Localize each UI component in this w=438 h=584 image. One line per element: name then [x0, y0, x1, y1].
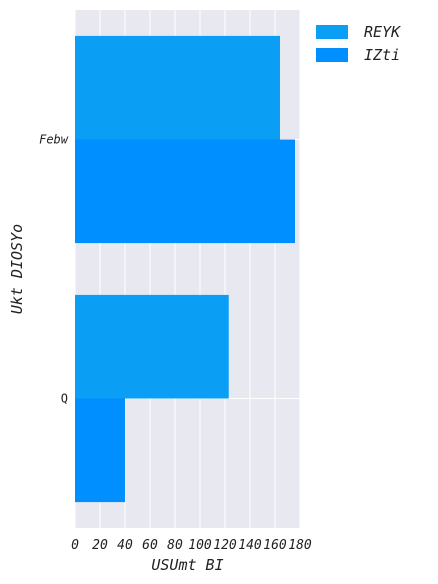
x-tick-label: 120	[213, 538, 237, 553]
x-tick-label: 20	[92, 538, 108, 553]
bar-reyk-q	[75, 294, 229, 399]
x-tick-label: 40	[117, 538, 133, 553]
bar-reyk-febw	[75, 35, 280, 140]
x-tick-labels: 0 20 40 60 80 100 120 140 160 180	[71, 538, 312, 553]
x-tick-label: 0	[71, 538, 79, 553]
x-tick-label: 80	[167, 538, 183, 553]
x-tick-label: 100	[188, 538, 212, 553]
x-tick-label: 140	[238, 538, 262, 553]
legend-label-reyk: REYK	[364, 23, 401, 41]
legend-swatch-reyk	[316, 25, 348, 39]
y-tick-labels: Febw Q	[39, 133, 69, 406]
y-axis-title: Ukt DIOSYo	[8, 224, 26, 314]
legend-label-izti: IZti	[364, 46, 400, 64]
x-tick-label: 180	[288, 538, 312, 553]
x-tick-label: 60	[142, 538, 158, 553]
y-tick-label: Q	[61, 392, 68, 406]
bars	[75, 35, 295, 503]
legend: REYK IZti	[316, 23, 401, 64]
bar-izti-q	[75, 398, 125, 503]
x-tick-label: 160	[263, 538, 287, 553]
legend-swatch-izti	[316, 48, 348, 62]
bar-izti-febw	[75, 139, 295, 244]
x-axis-title: USUmt BI	[151, 556, 223, 574]
y-tick-label: Febw	[39, 133, 69, 147]
